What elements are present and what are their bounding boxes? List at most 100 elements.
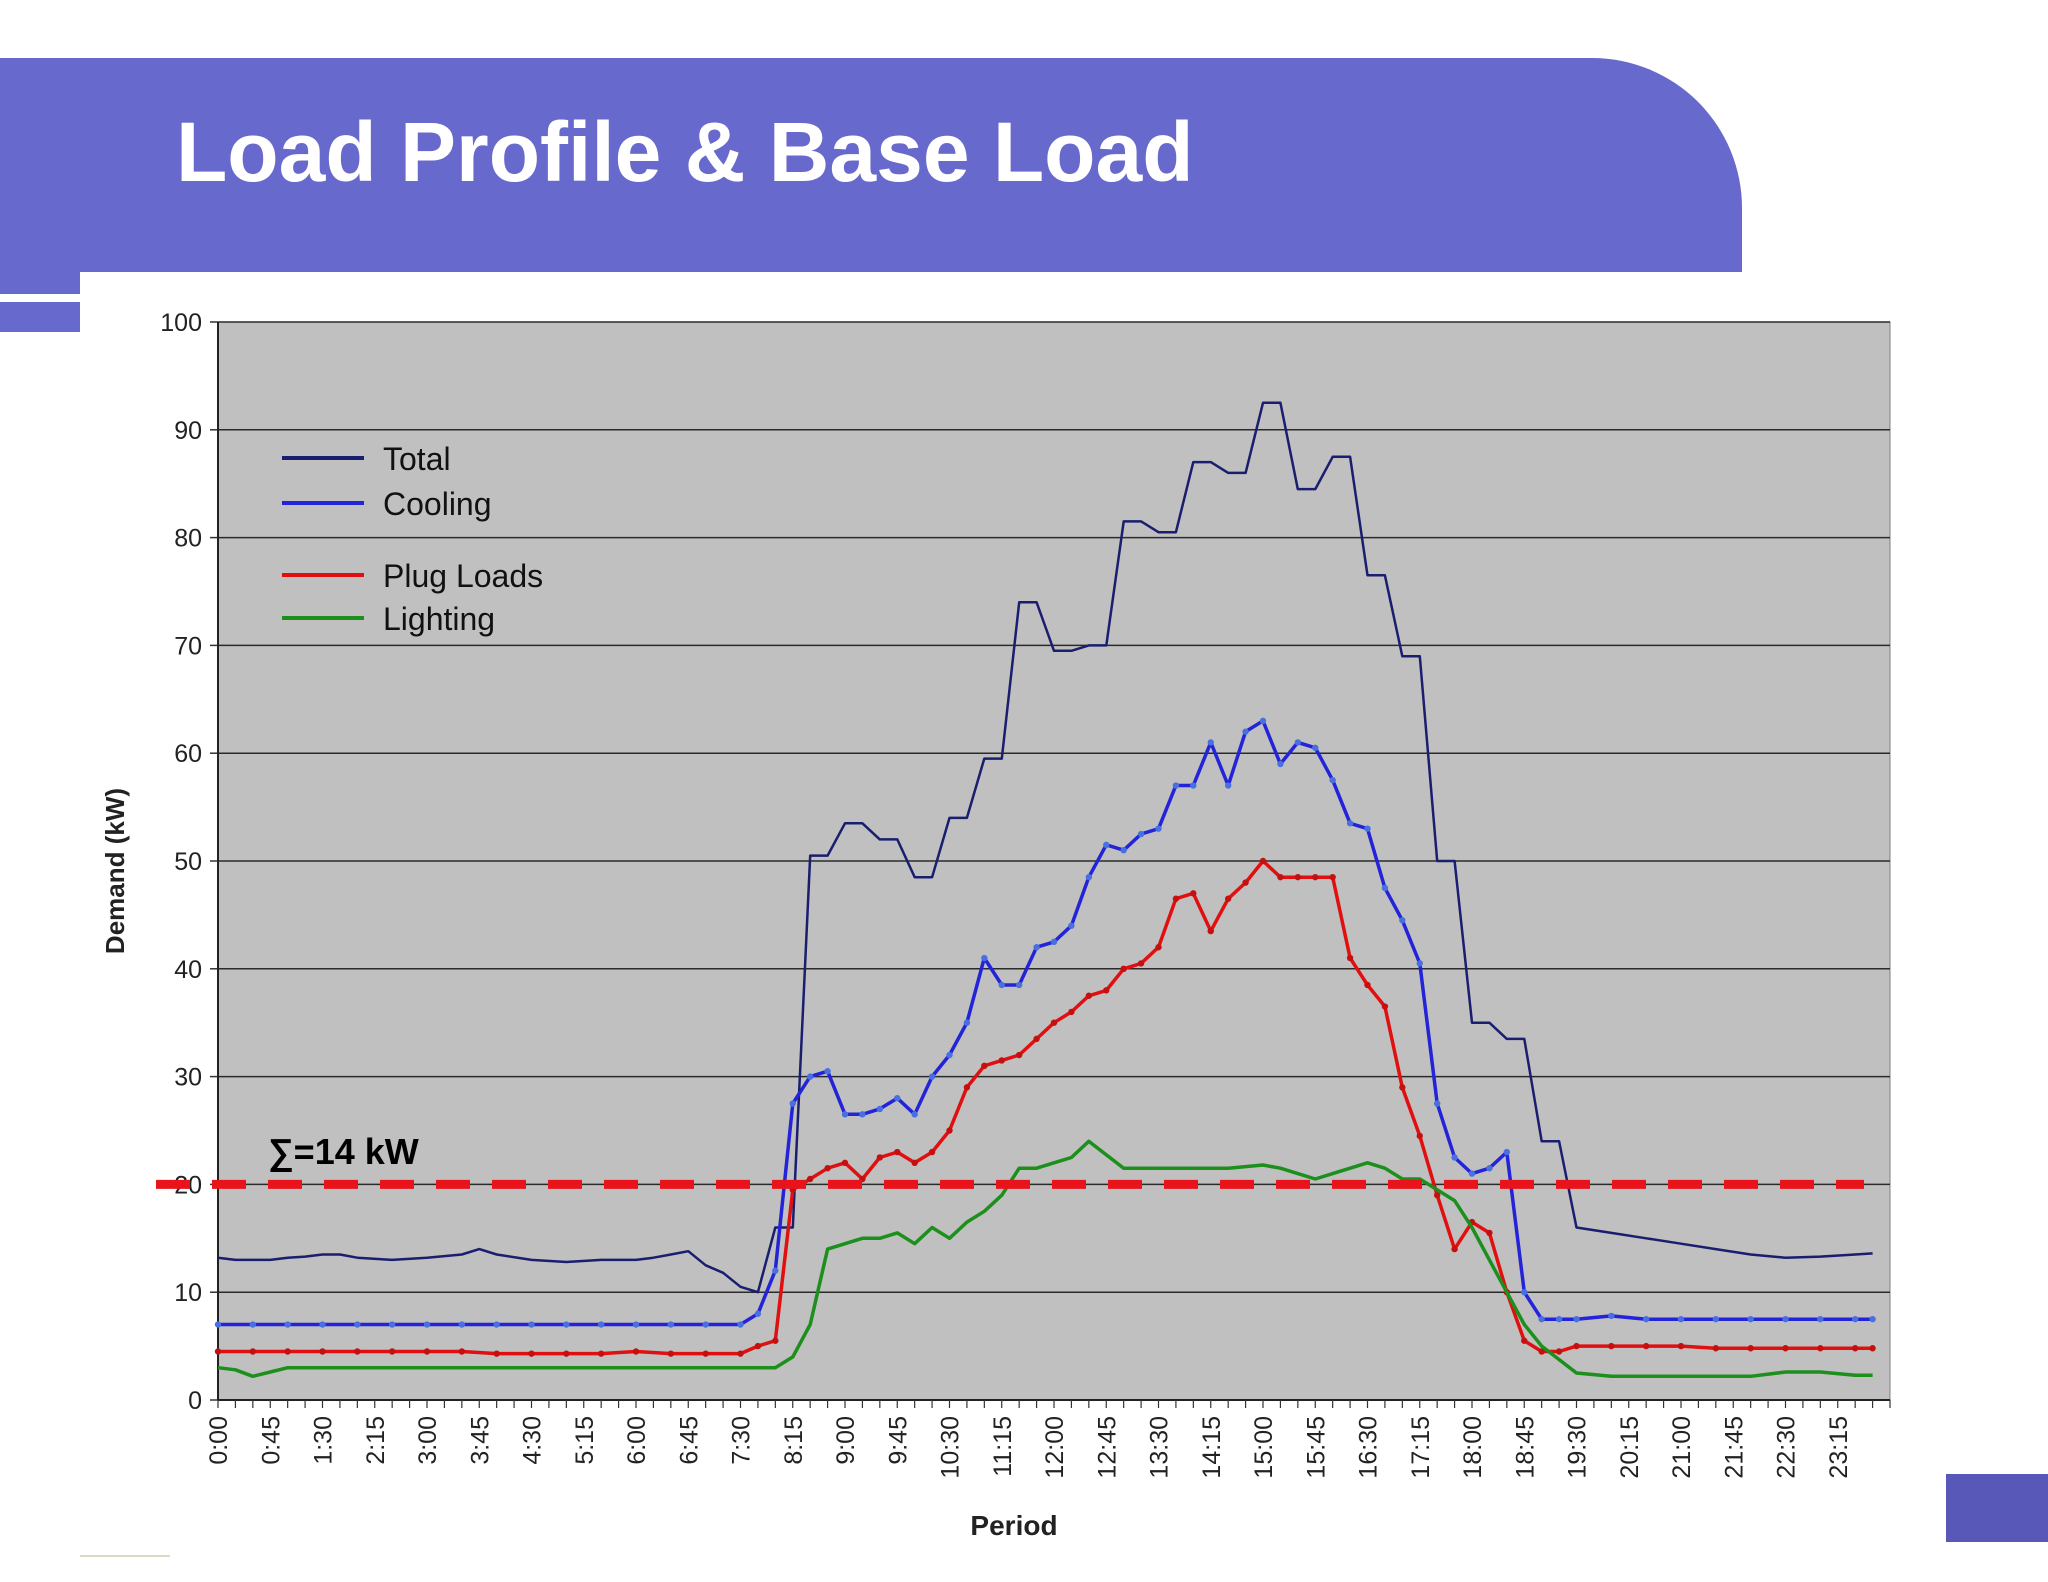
- data-point: [1120, 965, 1127, 972]
- data-point: [1172, 895, 1180, 902]
- base-load-label: ∑=14 kW: [268, 1131, 419, 1172]
- x-tick-label: 12:00: [1041, 1416, 1069, 1479]
- y-tick-label: 60: [174, 740, 202, 768]
- data-point: [1381, 884, 1389, 892]
- x-tick-label: 21:00: [1668, 1416, 1696, 1479]
- data-point: [1312, 873, 1319, 881]
- series-line-total: [217, 401, 1873, 1294]
- data-point: [1050, 1019, 1058, 1026]
- data-point: [1085, 992, 1093, 999]
- y-tick-label: 90: [174, 417, 202, 445]
- data-point: [1782, 1345, 1789, 1352]
- data-point: [493, 1321, 500, 1328]
- data-point: [1259, 857, 1267, 865]
- y-tick-label: 40: [174, 956, 202, 984]
- data-point: [1137, 830, 1145, 838]
- x-tick-label: 0:45: [257, 1416, 285, 1465]
- data-point: [1068, 1008, 1075, 1016]
- data-point: [772, 1337, 779, 1344]
- data-point: [1538, 1315, 1545, 1323]
- data-point: [423, 1348, 431, 1355]
- data-point: [754, 1342, 762, 1350]
- data-point: [1103, 841, 1110, 849]
- data-point: [702, 1350, 709, 1357]
- data-point: [1503, 1148, 1511, 1156]
- y-tick-label: 50: [174, 848, 202, 876]
- data-point: [458, 1321, 466, 1328]
- x-tick-label: 0:00: [205, 1416, 233, 1465]
- data-point: [319, 1321, 326, 1328]
- x-tick-label: 5:15: [571, 1416, 599, 1465]
- data-point: [1521, 1337, 1528, 1344]
- data-point: [1573, 1342, 1580, 1350]
- data-point: [1468, 1170, 1476, 1177]
- data-point: [284, 1348, 291, 1355]
- data-point: [214, 1321, 222, 1328]
- data-point: [876, 1154, 884, 1161]
- data-point: [1399, 1084, 1406, 1091]
- data-point: [667, 1350, 675, 1357]
- y-tick-label: 10: [174, 1279, 202, 1307]
- x-tick-label: 6:45: [675, 1416, 703, 1465]
- x-tick-label: 8:15: [780, 1416, 808, 1465]
- x-tick-label: 21:45: [1720, 1416, 1748, 1479]
- data-point: [1451, 1245, 1458, 1253]
- data-point: [963, 1084, 971, 1091]
- data-point: [528, 1350, 535, 1357]
- data-point: [1486, 1165, 1493, 1172]
- data-point: [841, 1111, 849, 1118]
- data-point: [1817, 1345, 1824, 1352]
- legend-label: Plug Loads: [383, 558, 543, 594]
- data-point: [1346, 820, 1354, 827]
- x-tick-label: 14:15: [1198, 1416, 1226, 1479]
- data-point: [563, 1321, 570, 1328]
- x-tick-label: 3:45: [466, 1416, 494, 1465]
- data-point: [1782, 1315, 1789, 1323]
- data-point: [1851, 1345, 1859, 1352]
- data-point: [981, 954, 988, 962]
- data-point: [1433, 1100, 1441, 1107]
- data-point: [1747, 1315, 1754, 1323]
- data-point: [1137, 960, 1145, 967]
- slide-title: Load Profile & Base Load: [176, 105, 1194, 199]
- data-point: [1451, 1154, 1458, 1161]
- data-point: [1277, 873, 1284, 881]
- data-point: [1050, 938, 1058, 946]
- data-point: [1364, 981, 1371, 989]
- x-axis-title: Period: [970, 1510, 1057, 1541]
- data-point: [1486, 1229, 1493, 1237]
- data-point: [911, 1111, 918, 1118]
- data-point: [1416, 960, 1423, 967]
- data-point: [1381, 1003, 1389, 1010]
- data-point: [458, 1348, 466, 1355]
- data-point: [1869, 1345, 1876, 1352]
- data-point: [928, 1148, 936, 1156]
- data-point: [1677, 1315, 1685, 1323]
- data-point: [1033, 1035, 1040, 1043]
- data-point: [1207, 739, 1214, 746]
- data-point: [1259, 717, 1267, 725]
- data-point: [563, 1350, 570, 1357]
- data-point: [1155, 825, 1162, 832]
- x-tick-label: 22:30: [1773, 1416, 1801, 1479]
- legend-label: Cooling: [383, 486, 492, 522]
- data-point: [1015, 981, 1023, 989]
- data-point: [1329, 873, 1336, 881]
- data-point: [493, 1350, 500, 1357]
- data-point: [1224, 895, 1232, 902]
- x-tick-label: 18:00: [1459, 1416, 1487, 1479]
- data-point: [388, 1348, 396, 1355]
- data-point: [632, 1348, 640, 1355]
- data-point: [702, 1321, 709, 1328]
- x-tick-label: 12:45: [1093, 1416, 1121, 1479]
- data-point: [754, 1310, 762, 1317]
- data-point: [1277, 760, 1284, 768]
- data-point: [1555, 1315, 1563, 1323]
- y-tick-label: 30: [174, 1064, 202, 1092]
- data-point: [928, 1073, 936, 1080]
- x-tick-label: 17:15: [1407, 1416, 1435, 1479]
- data-point: [1364, 825, 1371, 832]
- data-point: [894, 1148, 901, 1156]
- footer-line: [80, 1555, 170, 1557]
- data-point: [597, 1321, 605, 1328]
